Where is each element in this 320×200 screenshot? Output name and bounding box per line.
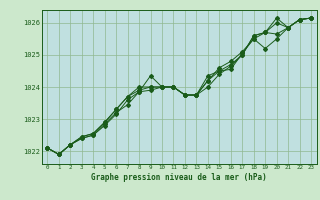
X-axis label: Graphe pression niveau de la mer (hPa): Graphe pression niveau de la mer (hPa) <box>91 173 267 182</box>
